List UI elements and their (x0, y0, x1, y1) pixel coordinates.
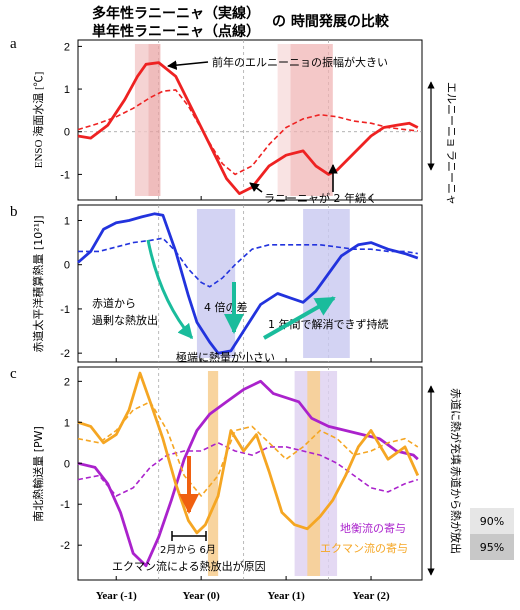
annotation-excess-release: 過剰な熱放出 (92, 313, 158, 327)
annotation-extremely-low: 極端に熱量が小さい (176, 350, 275, 364)
x-tick-label: Year (2) (352, 590, 390, 602)
legend-ekman: エクマン流の寄与 (320, 541, 408, 555)
panel-a-ylabel: ENSO 海面水温 [℃] (31, 72, 45, 169)
header-line2: 単年性ラニーニャ（点線） (92, 23, 260, 40)
y-tick-label: -2 (60, 348, 70, 360)
x-tick-label: Year (1) (267, 590, 305, 602)
y-tick-label: 0 (64, 260, 70, 272)
arrow-prev-elnino (167, 60, 209, 70)
annotation-lanina-2yr: ラニーニャが 2 年続く (264, 191, 377, 205)
y-tick-label: -2 (60, 540, 70, 552)
legend-geostrophic: 地衡流の寄与 (340, 521, 406, 535)
panel-label-a: a (10, 36, 17, 52)
series-line-solid (77, 371, 420, 535)
right-label-release: 赤道から熱が放出 (449, 466, 463, 554)
right-label-fill: 赤道に熱が充填 (449, 388, 463, 465)
significance-shade (290, 44, 333, 196)
panel-a: -1 0 1 2 ENSO 海面水温 [℃] 前年のエルニーニョの振幅が大きい ラニー… (31, 39, 458, 205)
y-tick-label: -1 (60, 304, 70, 316)
arrow-excess-release (146, 239, 194, 340)
panel-b: -2 -1 0 1 赤道太平洋積算熱量 [10²¹J] 4 倍の差 赤道から 過剰な熱… (31, 204, 423, 364)
header-line1: 多年性ラニーニャ（実線） (92, 5, 260, 22)
arrow-persist (263, 296, 336, 340)
significance-shade (307, 371, 321, 576)
y-tick-label: 1 (64, 215, 70, 227)
right-label-lanina: ラニーニャ (445, 150, 458, 205)
y-tick-label: 2 (64, 41, 70, 53)
annotation-from-equator: 赤道から (92, 296, 136, 310)
y-tick-label: 1 (64, 84, 70, 96)
annotation-feb-jun: 2月から 6月 (160, 544, 216, 556)
significance-shade (303, 209, 350, 358)
right-label-elnino: エルニーニョ (445, 82, 458, 148)
annotation-4x-diff: 4 倍の差 (204, 300, 248, 314)
panel-c: -2 -1 0 1 2 Year (-1) Year (0) Year (1) Year (2… (31, 366, 463, 602)
series-line-solid (77, 212, 419, 355)
panel-b-ylabel: 赤道太平洋積算熱量 [10²¹J] (31, 215, 45, 352)
header-suffix: の 時間発展の比較 (272, 13, 390, 30)
panel-label-c: c (10, 366, 17, 382)
y-tick-label: 0 (64, 458, 70, 470)
legend-label-95: 95% (480, 541, 504, 554)
x-tick-label: Year (0) (182, 590, 220, 602)
annotation-prev-elnino: 前年のエルニーニョの振幅が大きい (212, 55, 388, 69)
y-tick-label: 2 (64, 376, 70, 388)
panel-b-frame (77, 204, 423, 363)
y-tick-label: -1 (60, 169, 70, 181)
panel-c-ylabel: 南北熱輸送量 [PW] (31, 426, 45, 522)
series-line-dashed (77, 400, 419, 497)
legend-label-90: 90% (480, 515, 504, 528)
series-line-dashed (77, 441, 419, 497)
y-tick-label: 0 (64, 127, 70, 139)
legend-box-95 (470, 534, 514, 560)
y-tick-label: 1 (64, 417, 70, 429)
panel-a-frame (77, 39, 423, 201)
series-line-dashed (77, 89, 418, 176)
significance-shade (134, 44, 149, 196)
panel-c-frame (77, 366, 423, 581)
series-line-solid (77, 379, 419, 568)
significance-shade (148, 44, 161, 196)
series-line-dashed (78, 237, 418, 288)
series-line-solid (77, 61, 419, 196)
significance-shade (207, 371, 219, 576)
panel-label-b: b (10, 204, 18, 220)
x-tick-label: Year (-1) (96, 590, 137, 602)
legend-box-90 (470, 508, 514, 534)
y-tick-label: -1 (60, 499, 70, 511)
annotation-ekman-cause: エクマン流による熱放出が原因 (112, 559, 266, 573)
arrow-lanina-a (249, 182, 263, 193)
